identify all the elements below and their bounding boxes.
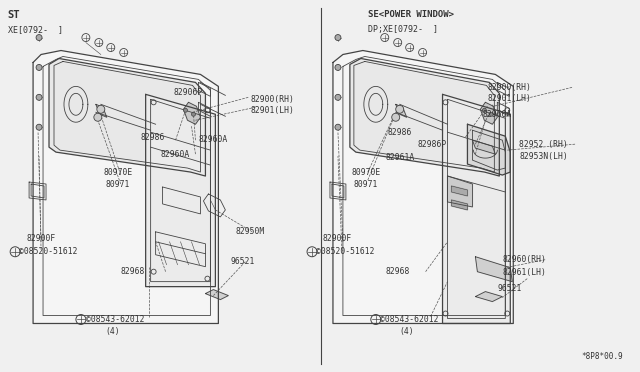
- Polygon shape: [467, 124, 510, 175]
- Polygon shape: [33, 51, 218, 324]
- Polygon shape: [350, 58, 499, 176]
- Circle shape: [97, 105, 105, 113]
- Text: 82901(LH): 82901(LH): [250, 106, 294, 115]
- Text: 80971: 80971: [354, 180, 378, 189]
- Polygon shape: [451, 186, 467, 196]
- Circle shape: [335, 124, 341, 130]
- Polygon shape: [49, 58, 205, 176]
- Circle shape: [483, 108, 486, 112]
- Text: 82950M: 82950M: [236, 227, 264, 236]
- Text: SE<POWER WINDOW>: SE<POWER WINDOW>: [368, 10, 454, 19]
- Text: 82968: 82968: [121, 267, 145, 276]
- Circle shape: [36, 64, 42, 70]
- Text: 82960A: 82960A: [483, 110, 511, 119]
- Text: 80970E: 80970E: [104, 167, 133, 177]
- Text: 82960A: 82960A: [161, 150, 190, 158]
- Polygon shape: [146, 94, 216, 286]
- Text: 82960A: 82960A: [198, 135, 228, 144]
- Polygon shape: [333, 51, 513, 324]
- Circle shape: [36, 124, 42, 130]
- Text: 82906P: 82906P: [173, 88, 203, 97]
- Polygon shape: [442, 94, 510, 324]
- Polygon shape: [184, 102, 200, 124]
- Text: ©08520-51612: ©08520-51612: [316, 247, 374, 256]
- Text: 80971: 80971: [106, 180, 130, 189]
- Circle shape: [490, 112, 493, 116]
- Text: 82986: 82986: [141, 133, 165, 142]
- Text: 82960(RH): 82960(RH): [502, 255, 546, 264]
- Text: 82900F: 82900F: [323, 234, 352, 243]
- Text: 96521: 96521: [497, 284, 522, 293]
- Circle shape: [184, 108, 188, 112]
- Polygon shape: [476, 292, 502, 302]
- Text: 82986P: 82986P: [418, 140, 447, 149]
- Text: 82953N(LH): 82953N(LH): [519, 152, 568, 161]
- Text: 82961(LH): 82961(LH): [502, 268, 546, 277]
- Text: ©08543-62012: ©08543-62012: [86, 315, 145, 324]
- Circle shape: [335, 94, 341, 100]
- Polygon shape: [205, 290, 228, 299]
- Circle shape: [94, 113, 102, 121]
- Polygon shape: [396, 104, 406, 117]
- Circle shape: [392, 113, 400, 121]
- Text: DP;XE[0792-  ]: DP;XE[0792- ]: [368, 25, 438, 34]
- Polygon shape: [481, 102, 497, 124]
- Text: XE[0792-  ]: XE[0792- ]: [8, 25, 63, 34]
- Text: 82968: 82968: [386, 267, 410, 276]
- Text: 82961A: 82961A: [386, 153, 415, 161]
- Text: 82900F: 82900F: [26, 234, 55, 243]
- Text: 82986: 82986: [388, 128, 412, 137]
- Text: 82900(RH): 82900(RH): [250, 95, 294, 104]
- Text: 96521: 96521: [230, 257, 255, 266]
- Polygon shape: [472, 140, 495, 154]
- Text: 82900(RH): 82900(RH): [488, 83, 531, 92]
- Polygon shape: [451, 200, 467, 210]
- Text: *8P8*00.9: *8P8*00.9: [581, 352, 623, 361]
- Circle shape: [335, 35, 341, 41]
- Text: 80970E: 80970E: [352, 167, 381, 177]
- Text: ST: ST: [8, 10, 20, 20]
- Circle shape: [191, 112, 195, 116]
- Text: ©08543-62012: ©08543-62012: [380, 315, 438, 324]
- Text: (4): (4): [400, 327, 414, 336]
- Polygon shape: [447, 176, 472, 207]
- Circle shape: [36, 35, 42, 41]
- Circle shape: [396, 105, 404, 113]
- Circle shape: [335, 64, 341, 70]
- Polygon shape: [96, 104, 107, 117]
- Text: (4): (4): [106, 327, 120, 336]
- Polygon shape: [476, 257, 512, 282]
- Text: ©08520-51612: ©08520-51612: [19, 247, 77, 256]
- Text: 82952 (RH): 82952 (RH): [519, 140, 568, 149]
- Circle shape: [36, 94, 42, 100]
- Text: 82901(LH): 82901(LH): [488, 94, 531, 103]
